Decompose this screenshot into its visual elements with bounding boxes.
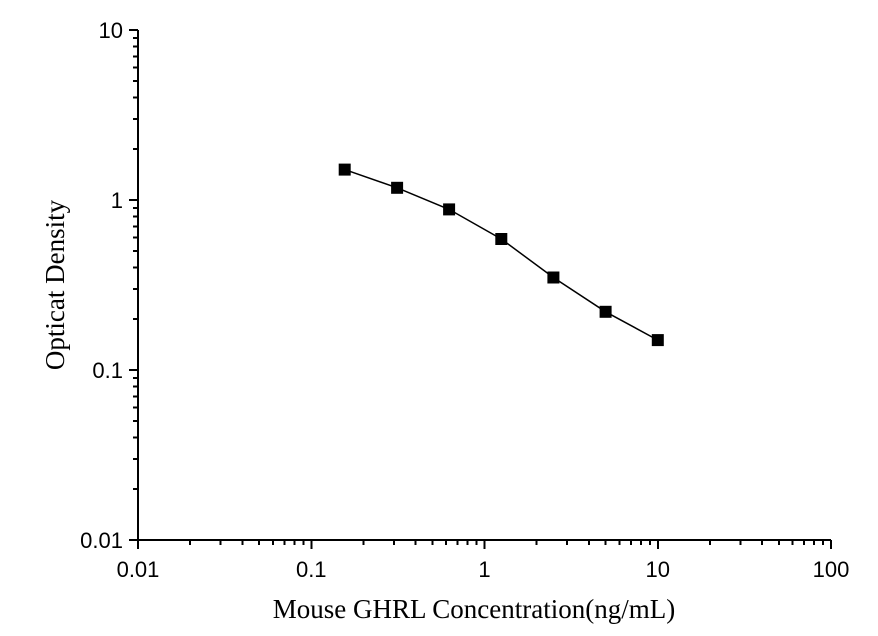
x-tick-label: 0.01 xyxy=(117,557,160,582)
x-tick-label: 100 xyxy=(813,557,850,582)
x-tick-label: 0.1 xyxy=(296,557,327,582)
series-group xyxy=(338,163,664,347)
axis-spine xyxy=(137,30,831,541)
y-tick-label: 0.01 xyxy=(80,528,123,553)
data-point-marker xyxy=(651,334,664,347)
y-tick-label: 10 xyxy=(99,18,123,43)
data-point-marker xyxy=(599,305,612,318)
data-point-marker xyxy=(547,271,560,284)
x-tick-labels: 0.01 0.1 1 10 100 xyxy=(117,557,850,582)
data-point-marker xyxy=(443,203,456,216)
y-tick-label: 0.1 xyxy=(92,358,123,383)
x-ticks xyxy=(137,540,832,549)
data-point-marker xyxy=(495,233,508,245)
y-ticks xyxy=(129,29,138,541)
data-point-marker xyxy=(338,163,351,176)
y-axis-title: Opticat Density xyxy=(40,199,70,370)
axes xyxy=(137,30,831,541)
y-tick-label: 1 xyxy=(111,188,123,213)
x-tick-label: 1 xyxy=(478,557,490,582)
data-point-marker xyxy=(391,181,404,194)
x-axis-title: Mouse GHRL Concentration(ng/mL) xyxy=(273,594,675,624)
x-tick-label: 10 xyxy=(646,557,670,582)
y-tick-labels: 0.01 0.1 1 10 xyxy=(80,18,123,553)
